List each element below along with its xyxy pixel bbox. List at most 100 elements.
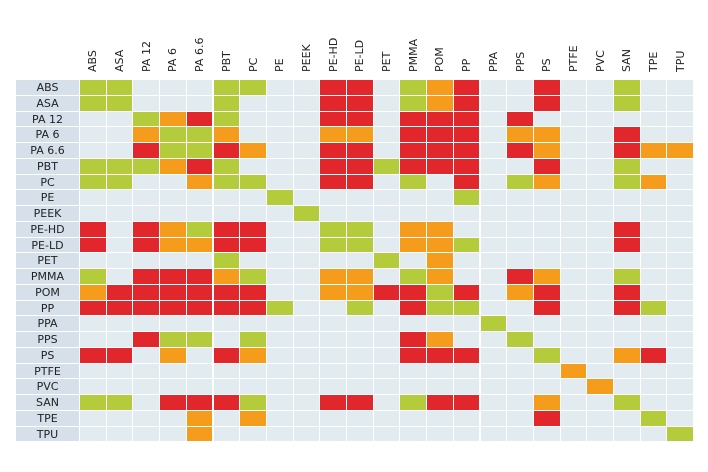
cell bbox=[240, 395, 266, 410]
column-header: PS bbox=[540, 58, 554, 72]
cell bbox=[560, 269, 587, 284]
cell bbox=[373, 300, 400, 316]
cell bbox=[240, 410, 266, 426]
cell bbox=[160, 284, 186, 300]
column-header-bg bbox=[320, 14, 346, 79]
cell bbox=[373, 158, 400, 174]
cell bbox=[133, 253, 160, 268]
row-label: TPU bbox=[36, 427, 59, 441]
cell bbox=[640, 158, 667, 174]
cell bbox=[80, 253, 106, 268]
row-label: PS bbox=[40, 348, 55, 362]
cell bbox=[293, 111, 320, 127]
cell bbox=[106, 300, 133, 316]
cell bbox=[106, 410, 133, 426]
cell bbox=[507, 111, 533, 127]
cell bbox=[427, 206, 453, 221]
cell bbox=[400, 221, 427, 237]
cell bbox=[667, 95, 694, 111]
row-label-bg bbox=[16, 395, 79, 410]
cell bbox=[453, 111, 480, 127]
cell bbox=[667, 237, 694, 253]
cell bbox=[533, 395, 560, 410]
row-label: PP bbox=[40, 301, 55, 315]
cell bbox=[587, 174, 613, 190]
cell bbox=[480, 80, 507, 95]
cell bbox=[80, 111, 106, 127]
cell bbox=[533, 80, 560, 95]
cell bbox=[640, 426, 667, 442]
row-label-bg bbox=[16, 237, 79, 253]
cell bbox=[293, 426, 320, 442]
cell bbox=[106, 158, 133, 174]
cell bbox=[80, 379, 106, 394]
cell bbox=[133, 190, 160, 205]
cell bbox=[293, 395, 320, 410]
cell bbox=[320, 80, 346, 95]
cell bbox=[507, 332, 533, 347]
column-header-bg bbox=[533, 14, 560, 79]
cell bbox=[106, 363, 133, 379]
row-label-bg bbox=[16, 410, 79, 426]
cell bbox=[560, 316, 587, 331]
cell bbox=[160, 379, 186, 394]
cell bbox=[240, 284, 266, 300]
cell bbox=[614, 363, 640, 379]
cell bbox=[507, 395, 533, 410]
cell bbox=[320, 284, 346, 300]
cell bbox=[507, 269, 533, 284]
cell bbox=[266, 190, 293, 205]
cell bbox=[427, 395, 453, 410]
cell bbox=[186, 237, 213, 253]
cell bbox=[266, 174, 293, 190]
cell bbox=[293, 332, 320, 347]
cell bbox=[480, 206, 507, 221]
cell bbox=[186, 206, 213, 221]
column-header: ABS bbox=[86, 50, 100, 72]
cell bbox=[106, 221, 133, 237]
cell bbox=[320, 143, 346, 158]
cell bbox=[453, 426, 480, 442]
cell bbox=[640, 143, 667, 158]
cell bbox=[186, 316, 213, 331]
cell bbox=[587, 410, 613, 426]
cell bbox=[507, 347, 533, 363]
cell bbox=[106, 190, 133, 205]
cell bbox=[133, 127, 160, 142]
cell bbox=[453, 363, 480, 379]
cell bbox=[640, 269, 667, 284]
cell bbox=[240, 237, 266, 253]
row-label: PE bbox=[40, 191, 55, 205]
cell bbox=[667, 300, 694, 316]
cell bbox=[266, 237, 293, 253]
row-label-bg bbox=[16, 300, 79, 316]
row-label-bg bbox=[16, 332, 79, 347]
cell bbox=[640, 111, 667, 127]
cell bbox=[80, 332, 106, 347]
cell bbox=[533, 127, 560, 142]
cell bbox=[80, 190, 106, 205]
cell bbox=[533, 206, 560, 221]
row-label-bg bbox=[16, 111, 79, 127]
cell bbox=[453, 174, 480, 190]
cell bbox=[80, 426, 106, 442]
cell bbox=[400, 206, 427, 221]
cell bbox=[186, 269, 213, 284]
cell bbox=[400, 80, 427, 95]
cell bbox=[560, 111, 587, 127]
cell bbox=[507, 253, 533, 268]
cell bbox=[160, 206, 186, 221]
cell bbox=[667, 143, 694, 158]
cell bbox=[400, 332, 427, 347]
cell bbox=[347, 206, 373, 221]
cell bbox=[133, 95, 160, 111]
cell bbox=[320, 363, 346, 379]
cell bbox=[480, 395, 507, 410]
cell bbox=[80, 127, 106, 142]
cell bbox=[507, 316, 533, 331]
cell bbox=[560, 253, 587, 268]
cell bbox=[320, 332, 346, 347]
cell bbox=[587, 426, 613, 442]
cell bbox=[560, 174, 587, 190]
